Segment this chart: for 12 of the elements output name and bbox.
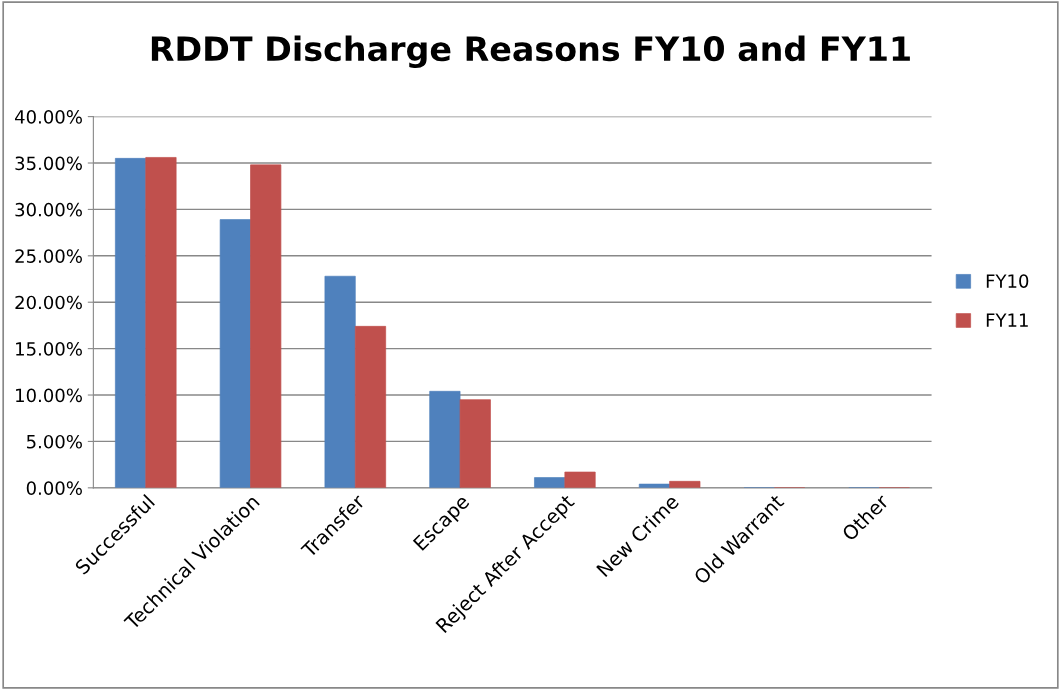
chart-title: RDDT Discharge Reasons FY10 and FY11 [151, 35, 910, 69]
y-tick-label: 25.00% [15, 249, 82, 263]
y-tick-label: 20.00% [15, 295, 82, 310]
y-tick-label: 35.00% [15, 156, 82, 171]
y-tick-label: 0.00% [26, 481, 82, 495]
y-tick-label: 40.00% [14, 110, 82, 124]
legend-label: FY11 [986, 313, 1028, 327]
y-tick-label: 10.00% [16, 388, 82, 403]
y-tick-label: 15.00% [16, 342, 82, 356]
legend-label: FY10 [986, 274, 1029, 288]
y-tick-label: 30.00% [15, 202, 82, 217]
y-tick-label: 5.00% [26, 434, 82, 449]
